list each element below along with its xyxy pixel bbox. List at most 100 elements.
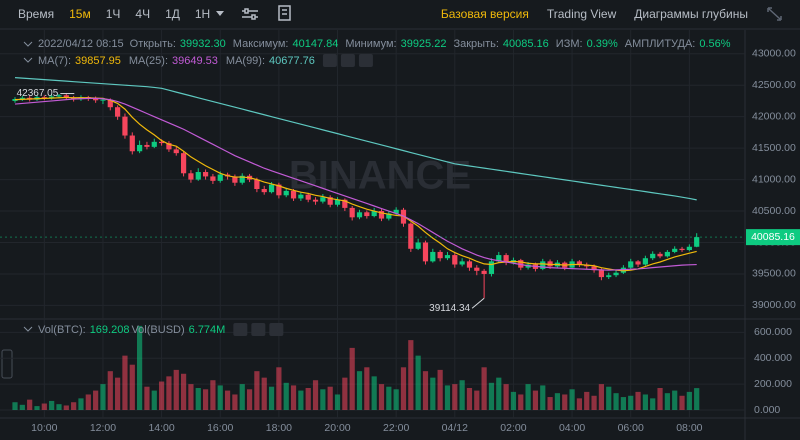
volume-bar [137,325,143,410]
interval-tab[interactable]: 15м [69,7,91,21]
interval-tab[interactable]: 1Н [195,7,210,21]
legend-button[interactable] [251,323,266,336]
volume-bar [63,405,69,410]
candle-body [635,261,641,265]
volume-bar [591,395,597,410]
candle-body [620,267,626,273]
candle-body [650,253,656,259]
candle-body [100,99,106,101]
volume-bar [576,398,583,410]
volume-bar [694,388,700,410]
watermark: BINANCE [289,154,471,198]
ma-legend-name: MA(7): [38,55,71,67]
volume-bar [312,380,319,410]
volume-bar [598,384,604,410]
candle-body [437,251,443,259]
volume-bar [415,355,421,410]
last-price-label: 40085.16 [751,231,795,243]
time-tick-label: 22:00 [383,422,409,434]
layout-icon[interactable] [278,5,291,21]
volume-bar [672,390,678,410]
candle-body [415,242,421,249]
volume-bar [298,390,304,410]
candle-body [664,251,670,257]
volume-bar [444,385,451,410]
volume-bar [202,389,209,410]
interval-tab[interactable]: 1Ч [106,7,121,21]
interval-tab[interactable]: Время [18,7,54,21]
candle-body [598,270,604,278]
collapse-icon [23,57,33,63]
view-tab[interactable]: Базовая версия [441,7,529,21]
volume-bar [562,394,568,410]
candle-body [166,143,172,150]
candle-body [613,272,619,276]
volume-bar [49,400,55,410]
volume-bar [188,384,194,410]
header-label: Закрыть: [453,38,498,50]
candle-body [268,184,275,193]
volume-bar [628,395,634,410]
volume-bar [180,373,187,410]
price-tick-label: 39000.00 [752,299,796,311]
candle-body [254,179,260,190]
volume-bar [349,347,355,410]
volume-bar [232,394,238,410]
candle-body [452,255,458,265]
interval-tab[interactable]: 4Ч [135,7,150,21]
volume-bar [166,376,172,410]
candle-body [481,270,487,274]
view-tab[interactable]: Диаграммы глубины [634,7,748,21]
candle-body [290,190,297,199]
volume-bar [334,394,341,410]
volume-tick-label: 200.000 [754,378,792,390]
high-label: 42367.05 [17,88,59,99]
ma-line [14,77,697,201]
candle-body [93,98,99,101]
legend-button[interactable] [358,54,373,67]
candle-body [56,95,62,97]
volume-bar [532,390,539,410]
candle-body [327,197,333,205]
candle-body [312,199,319,202]
candle-body [540,261,546,269]
volume-bar [276,367,282,410]
time-tick-label: 20:00 [324,422,350,434]
view-tab[interactable]: Trading View [547,7,617,21]
volume-legend: Vol(BUSD) [131,324,184,336]
volume-bar [283,382,289,410]
candle-body [518,260,524,268]
volume-bar [437,369,443,410]
price-tick-label: 42500.00 [752,79,796,91]
more-intervals[interactable] [216,11,224,16]
ma-line [14,97,697,271]
header-label: Открыть: [130,38,176,50]
ma-legend-value: 39857.95 [75,55,121,67]
legend-button[interactable] [340,54,355,67]
volume-bar [115,377,121,410]
volume-bar [224,390,231,410]
volume-legend: 6.774M [189,324,226,336]
fullscreen-icon[interactable] [767,7,782,21]
volume-bar [408,340,414,410]
candle-body [151,141,157,147]
pane-handle[interactable] [1,349,13,379]
volume-bar [159,381,165,410]
volume-bar [422,371,429,410]
low-label: 39114.34 [429,303,470,314]
indicator-settings[interactable] [242,8,258,20]
interval-tab[interactable]: 1Д [165,7,180,21]
legend-button[interactable] [233,323,248,336]
candle-body [686,246,692,251]
candle-body [115,107,121,117]
volume-bar [71,402,77,410]
legend-button[interactable] [322,54,337,67]
candle-body [195,172,201,180]
volume-bar [239,384,245,410]
volume-bar [34,406,40,410]
last-price-badge [746,229,800,246]
volume-bar [254,371,260,410]
candle-body [334,199,341,205]
legend-button[interactable] [269,323,284,336]
